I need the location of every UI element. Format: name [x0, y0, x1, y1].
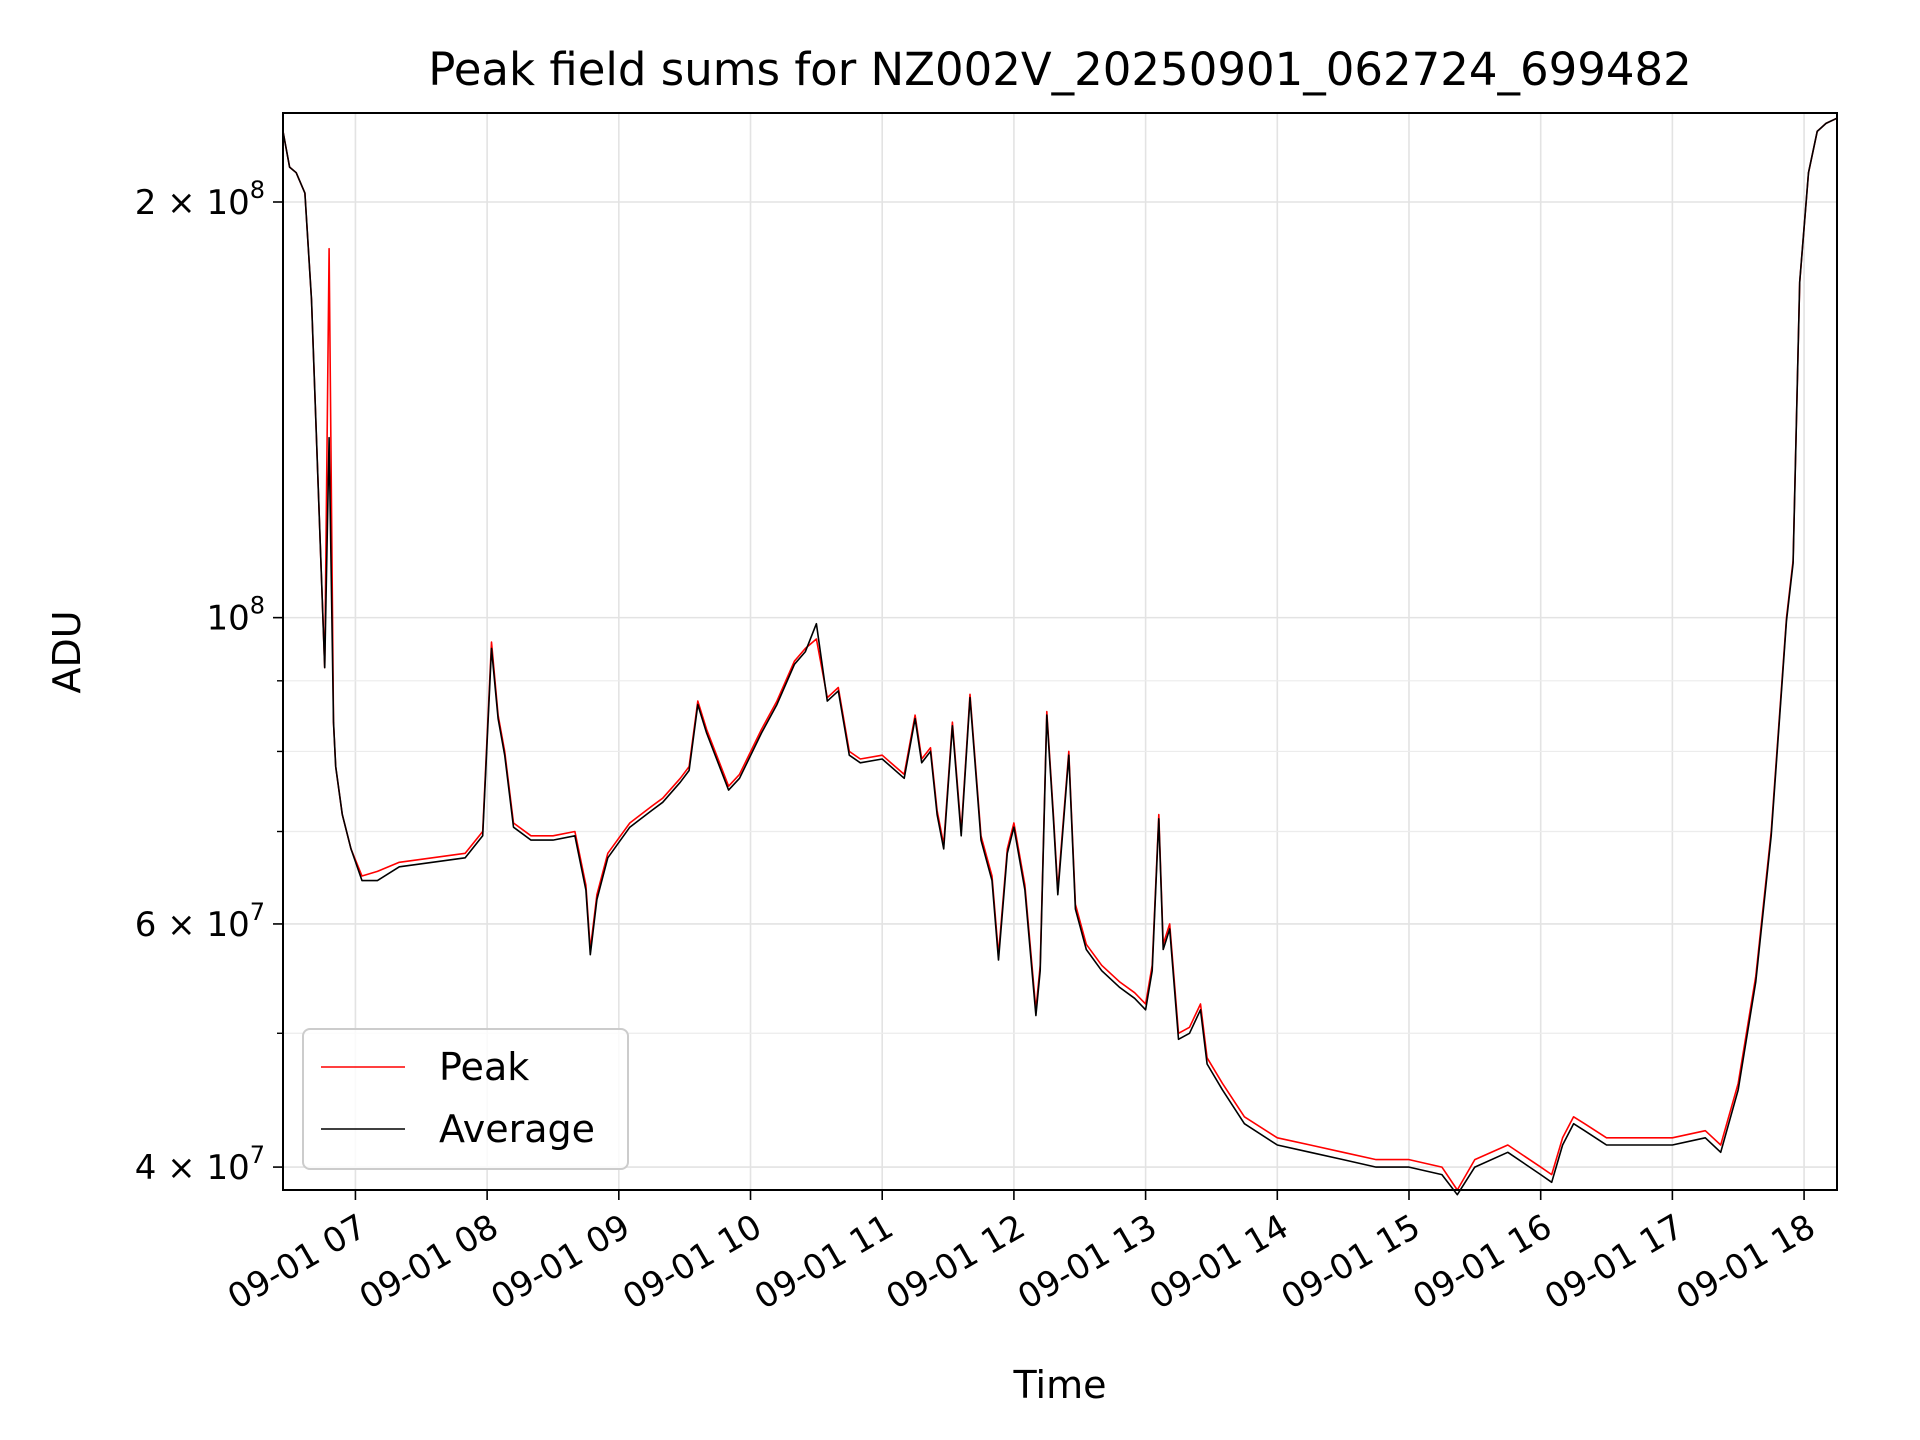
grid [283, 113, 1837, 1190]
legend: Peak Average [302, 1028, 629, 1170]
y-tick-label: 4 × 107 [135, 1141, 265, 1188]
legend-label-peak: Peak [439, 1045, 529, 1089]
y-tick-label: 108 [206, 592, 265, 639]
series-line-average [282, 117, 1838, 1196]
legend-label-average: Average [439, 1107, 595, 1151]
y-axis-label: ADU [45, 610, 89, 693]
plot-frame [282, 112, 1838, 1191]
series-lines [282, 117, 1838, 1196]
chart-title: Peak field sums for NZ002V_20250901_0627… [428, 43, 1692, 96]
y-tick-label: 6 × 107 [135, 898, 265, 945]
legend-box [302, 1028, 629, 1170]
y-tick-label: 2 × 108 [135, 176, 265, 223]
x-axis-label: Time [1013, 1363, 1107, 1407]
